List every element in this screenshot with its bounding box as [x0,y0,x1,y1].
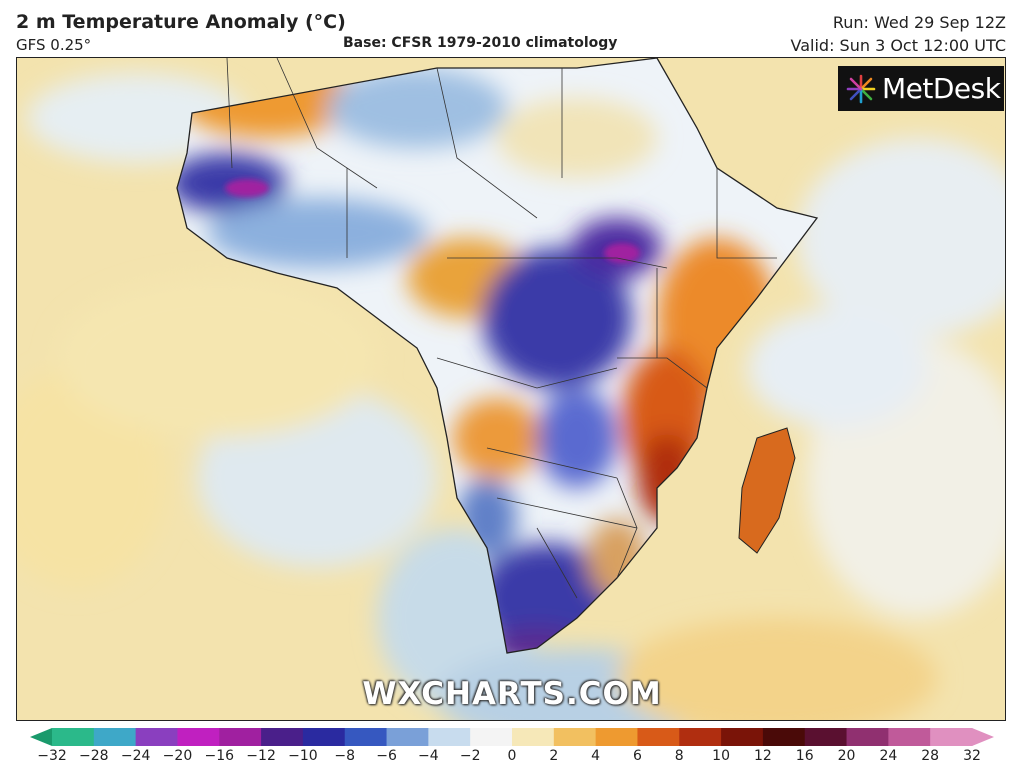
metdesk-brand-name: MetDesk [882,72,1001,105]
colorbar-cell [595,728,638,746]
colorbar-tick-label: 2 [549,748,559,764]
colorbar-min-arrow [30,728,52,746]
country-borders [226,58,777,599]
colorbar-cell [762,728,806,746]
ocean-anomaly-field [17,73,1005,720]
model-label: GFS 0.25° [16,36,92,54]
anomaly-map-canvas [17,58,1005,720]
colorbar-tick-label: −2 [459,748,481,764]
colorbar-cell [721,728,764,746]
colorbar-tick-label: −28 [79,748,109,764]
colorbar-tick-label: −24 [120,748,151,764]
colorbar-tick-label: 28 [921,748,940,764]
colorbar-cell [386,728,429,746]
colorbar-tick-label: −32 [37,748,67,764]
colorbar-tick-label: 10 [712,748,730,764]
colorbar-tick-label: −4 [418,748,439,764]
metdesk-starburst-logo [846,74,876,103]
colorbar-cell [470,728,513,746]
colorbar-cell [177,728,220,746]
colorbar-tick-label: 16 [795,748,814,764]
colorbar-tick-label: −6 [376,748,397,764]
colorbar-cell [93,728,137,746]
colorbar-tick-labels: −32 −28 −24 −20 −16 −12 −10 −8 −6 −4 −2 0 2 4 6 8 10 12 16… [0,748,1024,772]
colorbar-tick-label: 20 [837,748,856,764]
colorbar-tick-label: −20 [162,748,193,764]
colorbar-tick-label: −10 [288,748,318,764]
colorbar-tick-label: 8 [674,748,684,764]
colorbar-cell [52,728,95,746]
colorbar-cell [344,728,388,746]
colorbar-tick-label: −16 [204,748,235,764]
anomaly-map[interactable] [16,57,1006,721]
colorbar-cell [637,728,680,746]
colorbar-max-arrow [972,728,994,746]
colorbar-tick-label: 12 [753,748,772,764]
colorbar-cell [888,728,931,746]
colorbar-tick-label: −12 [246,748,276,764]
colorbar-cell [219,728,262,746]
metdesk-brand: MetDesk [838,66,1004,111]
base-climatology-label: Base: CFSR 1979-2010 climatology [343,35,618,51]
colorbar-tick-label: −8 [334,748,356,764]
colorbar-cell [261,728,304,746]
colorbar-cell [804,728,848,746]
valid-time-label: Valid: Sun 3 Oct 12:00 UTC [790,36,1006,55]
colorbar-cell [930,728,973,746]
map-title: 2 m Temperature Anomaly (°C) [16,11,346,33]
madagascar [738,427,796,554]
colorbar-tick-label: 24 [879,748,898,764]
colorbar-cell [679,728,722,746]
colorbar-cell [135,728,178,746]
wxcharts-watermark: WXCHARTS.COM [362,676,662,712]
africa-coastline [176,58,819,654]
colorbar-cell [302,728,346,746]
run-time-label: Run: Wed 29 Sep 12Z [832,13,1006,32]
colorbar-cell [512,728,555,746]
colorbar [30,728,994,746]
colorbar-tick-label: 0 [507,748,517,764]
colorbar-cell [428,728,471,746]
colorbar-tick-label: 6 [632,748,642,764]
colorbar-cell [846,728,889,746]
colorbar-cell [553,728,597,746]
colorbar-tick-label: 32 [963,748,981,764]
colorbar-tick-label: 4 [591,748,601,764]
